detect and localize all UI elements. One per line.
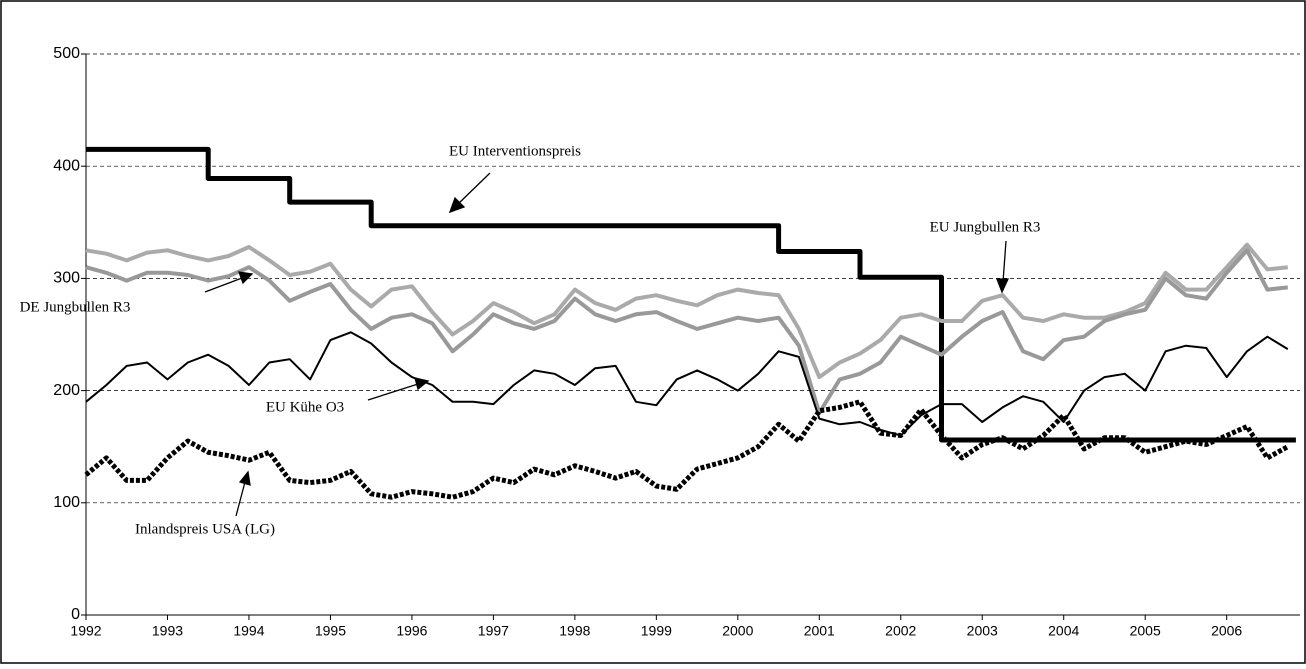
series-line (86, 146, 1296, 443)
arrowhead (414, 377, 430, 391)
x-tick-label: 1993 (152, 623, 183, 639)
arrow (367, 383, 419, 401)
annotation-arrows (204, 172, 1010, 517)
arrow (235, 481, 246, 517)
arrowhead (448, 196, 466, 214)
series-label: DE Jungbullen R3 (20, 299, 131, 315)
series-label: Inlandspreis USA (LG) (135, 521, 275, 537)
x-tick-label: 1995 (315, 623, 346, 639)
y-tick-label: 0 (71, 606, 80, 623)
y-tick-label: 200 (53, 382, 80, 399)
x-tick-label: 1992 (70, 623, 101, 639)
series-line (84, 399, 1290, 500)
x-tick-label: 1999 (641, 623, 672, 639)
x-tick-label: 1998 (559, 623, 590, 639)
series-label: EU Interventionspreis (449, 143, 581, 159)
x-tick-label: 2003 (967, 623, 998, 639)
x-tick-label: 1997 (478, 623, 509, 639)
y-tick-label: 100 (53, 494, 80, 511)
y-tick-label: 400 (53, 157, 80, 174)
arrow (1002, 240, 1007, 283)
series-line (85, 248, 1289, 415)
x-tick-label: 2005 (1130, 623, 1161, 639)
series-label: EU Jungbullen R3 (930, 219, 1041, 235)
y-tick-label: 300 (53, 270, 80, 287)
arrowhead (996, 278, 1010, 294)
arrow (204, 277, 243, 293)
x-tick-label: 2006 (1211, 623, 1242, 639)
arrowhead (238, 271, 254, 285)
series-line (85, 331, 1289, 437)
arrowhead (238, 470, 251, 486)
x-tick-label: 2004 (1048, 623, 1079, 639)
x-tick-label: 2002 (885, 623, 916, 639)
x-tick-label: 1996 (396, 623, 427, 639)
x-tick-label: 1994 (233, 623, 264, 639)
x-tick-label: 2001 (804, 623, 835, 639)
y-tick-label: 500 (53, 45, 80, 62)
arrow (457, 172, 491, 205)
x-tick-label: 2000 (722, 623, 753, 639)
series-label: EU Kühe O3 (266, 399, 344, 415)
series-line (85, 242, 1289, 380)
